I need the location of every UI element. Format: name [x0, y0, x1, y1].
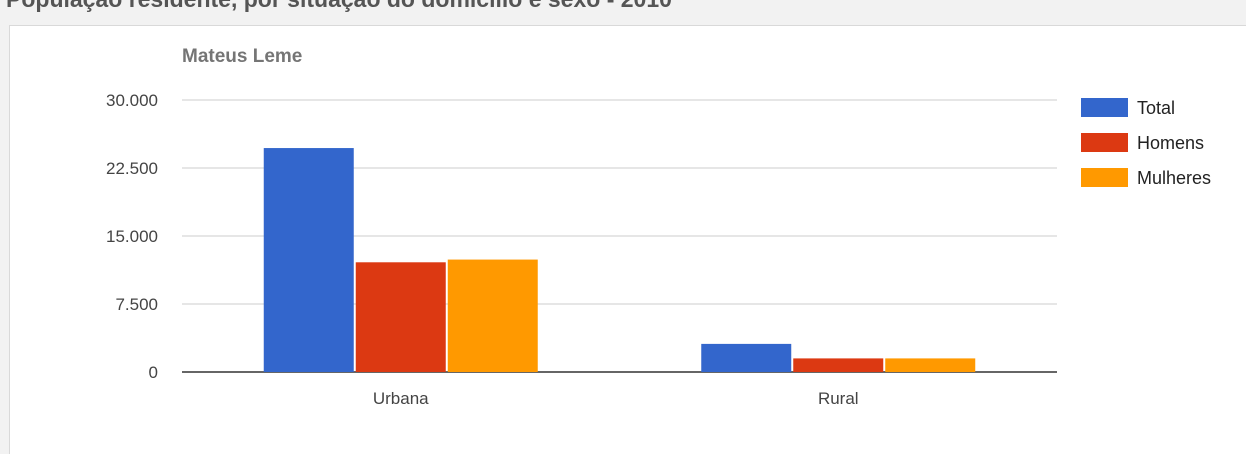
legend-swatch — [1081, 98, 1128, 117]
page-heading: População residente, por situação do dom… — [6, 0, 672, 13]
bar-chart: Mateus Leme 0 7.500 15.000 22.500 30.000 Urb… — [106, 46, 1211, 408]
chart-title: Mateus Leme — [182, 46, 302, 67]
x-category-label: Urbana — [373, 389, 429, 408]
y-axis-ticks: 0 7.500 15.000 22.500 30.000 — [106, 91, 158, 382]
legend-label: Mulheres — [1137, 168, 1211, 188]
bar-total-rural[interactable] — [701, 343, 792, 372]
legend-label: Homens — [1137, 133, 1204, 153]
y-tick-label: 15.000 — [106, 227, 158, 246]
legend-item-homens[interactable]: Homens — [1081, 133, 1204, 153]
y-tick-label: 0 — [149, 363, 158, 382]
chart-panel: Mateus Leme 0 7.500 15.000 22.500 30.000 Urb… — [9, 25, 1246, 454]
y-tick-label: 7.500 — [115, 295, 158, 314]
bars — [263, 148, 976, 372]
x-axis-categories: Urbana Rural — [373, 389, 859, 408]
bar-homens-rural[interactable] — [793, 358, 884, 372]
legend-item-mulheres[interactable]: Mulheres — [1081, 168, 1211, 188]
y-tick-label: 30.000 — [106, 91, 158, 110]
x-category-label: Rural — [818, 389, 859, 408]
y-tick-label: 22.500 — [106, 159, 158, 178]
bar-total-urbana[interactable] — [263, 148, 354, 372]
legend-swatch — [1081, 133, 1128, 152]
legend-swatch — [1081, 168, 1128, 187]
bar-mulheres-urbana[interactable] — [447, 259, 538, 372]
legend-label: Total — [1137, 98, 1175, 118]
bar-homens-urbana[interactable] — [355, 262, 446, 372]
bar-mulheres-rural[interactable] — [885, 358, 976, 372]
legend-item-total[interactable]: Total — [1081, 98, 1175, 118]
legend: Total Homens Mulheres — [1081, 98, 1211, 188]
